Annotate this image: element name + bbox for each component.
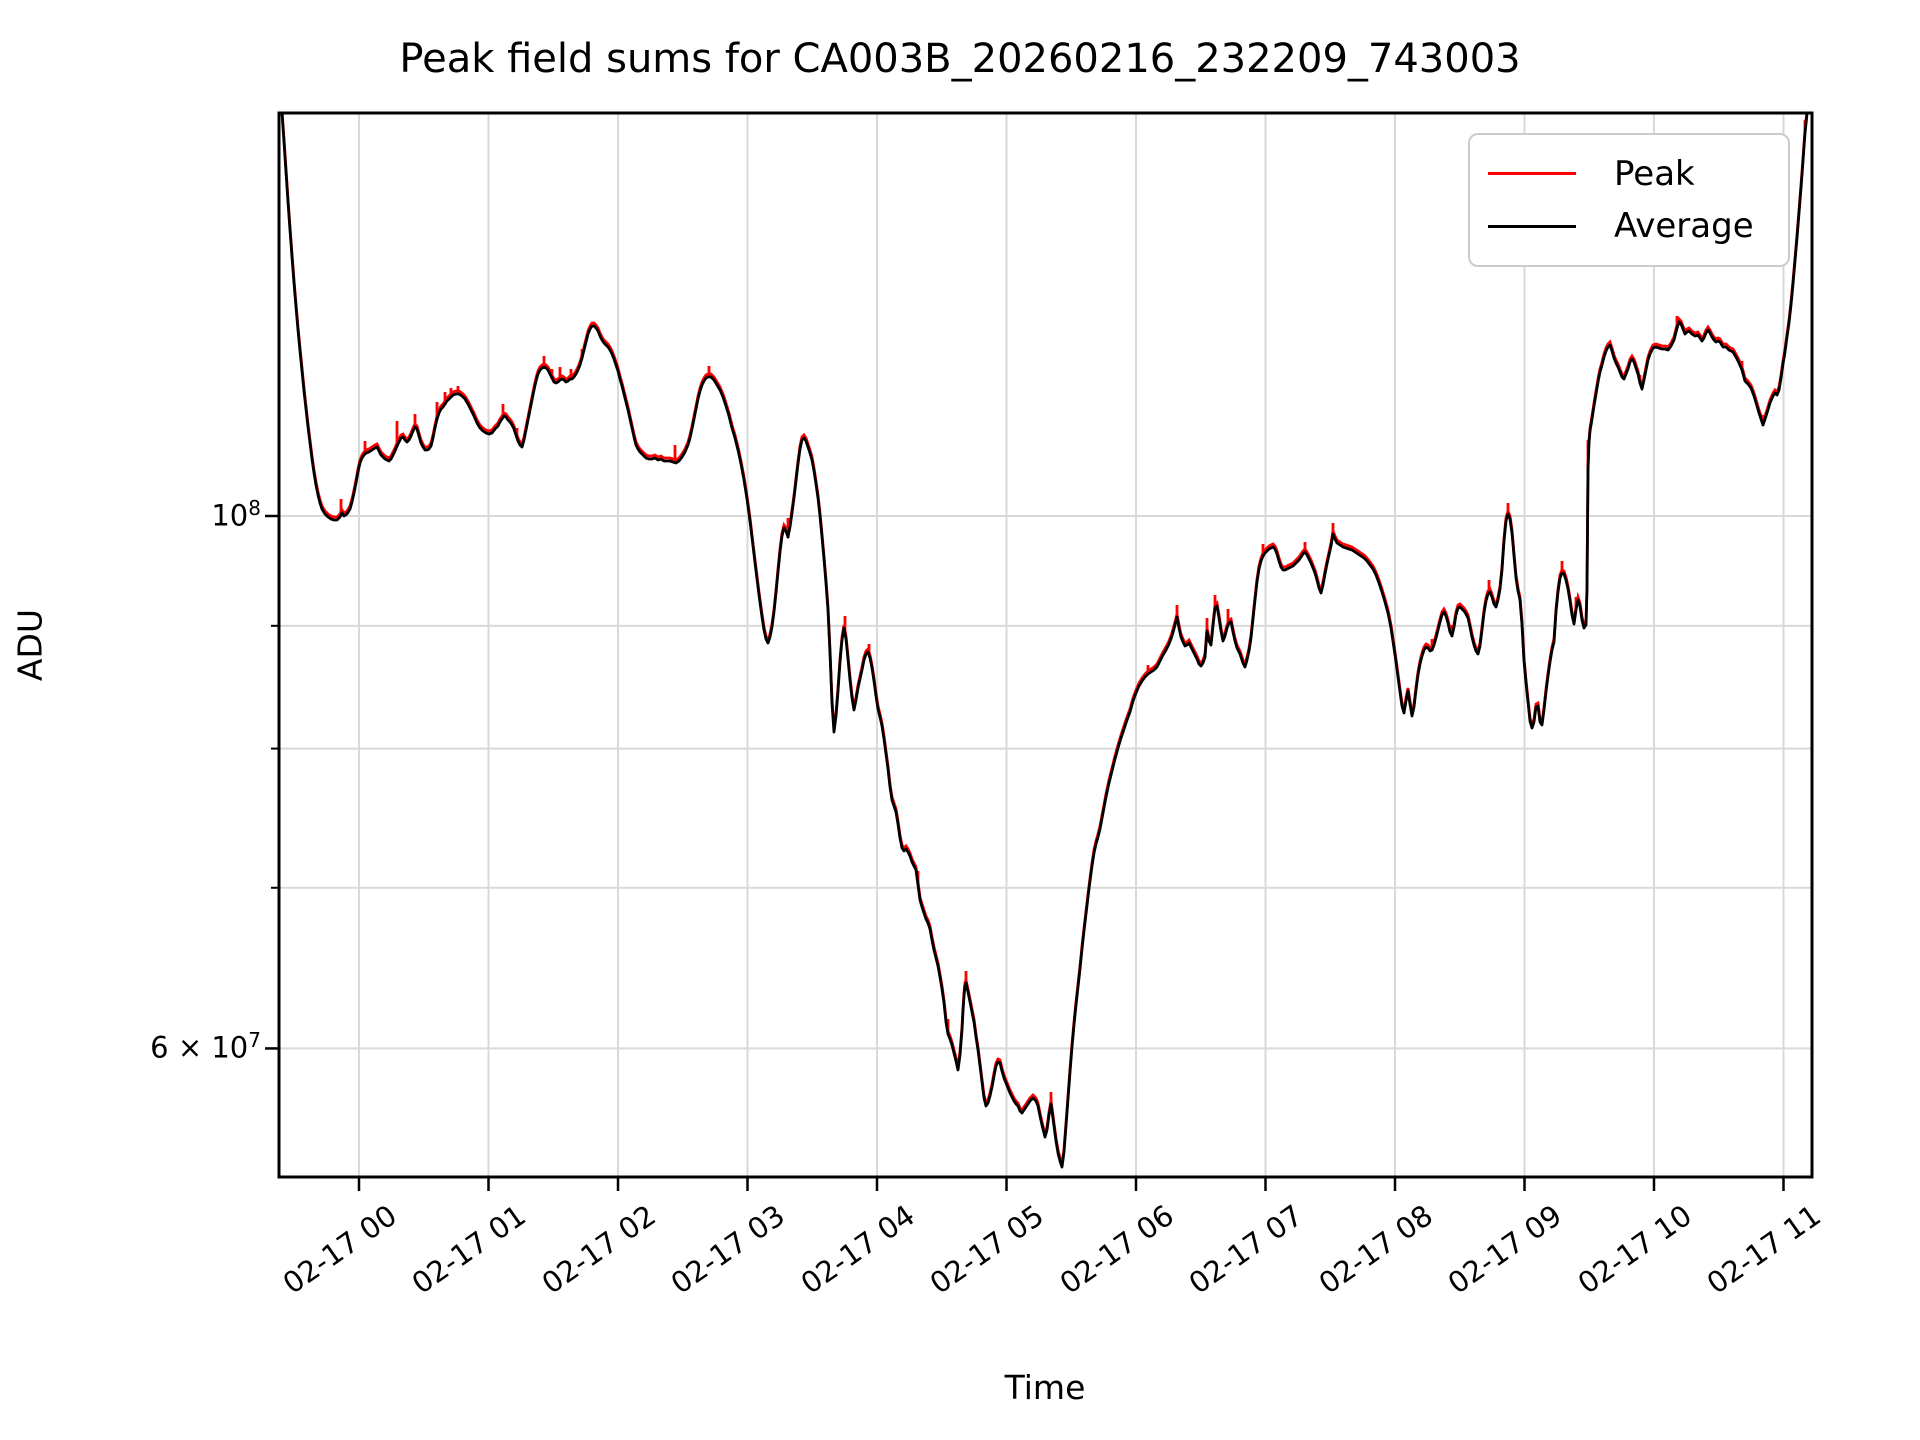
legend-label-peak: Peak [1614,153,1695,194]
gridlines [279,113,1812,1177]
peak-line [280,113,1809,1165]
x-axis-label: Time [1004,1368,1086,1407]
plot-border [277,111,1814,1179]
peak-line-sample [1488,172,1576,176]
axis-ticks [265,514,1785,1191]
legend-item-peak: Peak [1470,154,1788,194]
y-tick-label-1e8: 108 [211,495,261,533]
y-axis-label: ADU [10,608,50,682]
legend-item-average: Average [1470,206,1788,246]
chart-title: Peak field sums for CA003B_20260216_2322… [399,36,1521,82]
average-line-sample [1488,224,1576,228]
legend: Peak Average [1468,133,1790,267]
y-tick-label-6e7: 6 × 107 [150,1027,261,1065]
legend-label-average: Average [1614,206,1754,247]
average-line [280,113,1809,1169]
series-lines [280,113,1809,1169]
